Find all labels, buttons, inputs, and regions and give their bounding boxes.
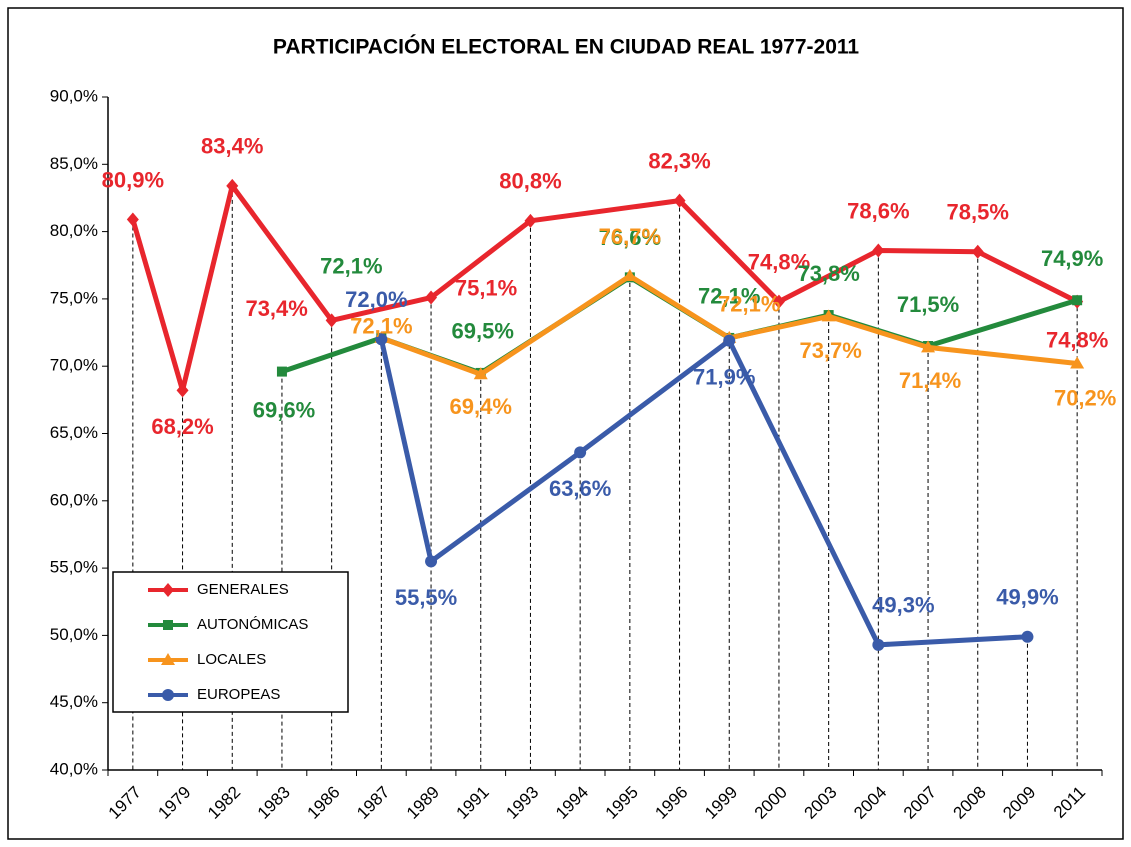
marker <box>161 653 175 665</box>
value-label: 73,4% <box>245 296 307 321</box>
marker <box>1021 630 1034 643</box>
value-label: 72,1% <box>698 284 760 309</box>
value-label: 68,2% <box>151 414 213 439</box>
value-label: 70,2% <box>1054 385 1116 410</box>
y-tick-label: 90,0% <box>50 86 98 105</box>
marker <box>126 212 139 227</box>
marker <box>921 340 936 353</box>
value-label: 76,7% <box>599 224 661 249</box>
y-tick-label: 75,0% <box>50 288 98 307</box>
marker <box>162 689 174 701</box>
y-tick-label: 55,0% <box>50 558 98 577</box>
marker <box>276 366 287 377</box>
marker <box>325 313 338 328</box>
marker <box>821 309 836 322</box>
value-label: 74,8% <box>1046 327 1108 352</box>
legend-label: LOCALES <box>197 651 266 668</box>
value-label: 73,8% <box>797 261 859 286</box>
value-label: 73,7% <box>799 338 861 363</box>
value-label: 78,5% <box>947 200 1009 225</box>
value-label: 49,9% <box>996 585 1058 610</box>
marker <box>226 178 239 193</box>
marker <box>872 638 885 651</box>
value-label: 69,5% <box>452 319 514 344</box>
value-label: 69,4% <box>450 394 512 419</box>
y-tick-label: 45,0% <box>50 692 98 711</box>
marker <box>872 243 885 258</box>
value-label: 49,3% <box>872 593 934 618</box>
value-label: 72,0% <box>345 287 407 312</box>
y-tick-label: 85,0% <box>50 154 98 173</box>
marker <box>524 213 537 228</box>
value-label: 72,1% <box>320 254 382 279</box>
marker <box>574 446 587 459</box>
value-label: 71,5% <box>897 292 959 317</box>
value-label: 82,3% <box>648 148 710 173</box>
value-label: 78,6% <box>847 198 909 223</box>
marker <box>723 334 736 347</box>
chart-title: PARTICIPACIÓN ELECTORAL EN CIUDAD REAL 1… <box>273 35 860 59</box>
value-label: 72,1% <box>350 314 412 339</box>
value-label: 72,1% <box>718 292 780 317</box>
marker <box>1070 356 1085 369</box>
y-tick-label: 65,0% <box>50 423 98 442</box>
marker <box>971 244 984 259</box>
marker <box>163 620 173 630</box>
legend-label: EUROPEAS <box>197 686 280 703</box>
value-label: 63,6% <box>549 476 611 501</box>
marker <box>473 367 488 380</box>
value-label: 75,1% <box>455 275 517 300</box>
y-tick-label: 70,0% <box>50 356 98 375</box>
marker <box>622 269 637 282</box>
marker <box>1072 295 1083 306</box>
value-label: 80,9% <box>102 167 164 192</box>
value-label: 55,5% <box>395 585 457 610</box>
value-label: 69,6% <box>253 397 315 422</box>
value-label: 80,8% <box>499 169 561 194</box>
legend-label: GENERALES <box>197 581 289 598</box>
y-tick-label: 60,0% <box>50 490 98 509</box>
y-tick-label: 50,0% <box>50 625 98 644</box>
legend-label: AUTONÓMICAS <box>197 616 308 633</box>
marker <box>673 193 686 208</box>
value-label: 74,9% <box>1041 246 1103 271</box>
marker <box>162 583 174 597</box>
value-label: 71,4% <box>899 368 961 393</box>
series-line <box>378 338 1028 648</box>
marker <box>425 555 438 568</box>
value-label: 74,8% <box>748 249 810 274</box>
value-label: 83,4% <box>201 134 263 159</box>
value-label: 71,9% <box>693 364 755 389</box>
value-label: 76,6% <box>599 225 661 250</box>
y-tick-label: 80,0% <box>50 221 98 240</box>
marker <box>425 290 438 305</box>
y-tick-label: 40,0% <box>50 759 98 778</box>
legend-box <box>112 571 349 713</box>
marker <box>772 294 785 309</box>
marker <box>176 383 189 398</box>
marker <box>375 333 388 346</box>
